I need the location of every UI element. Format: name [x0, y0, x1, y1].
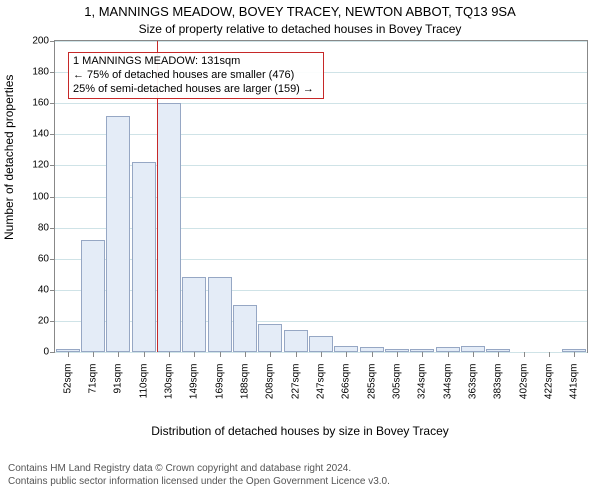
- footer-line-2: Contains public sector information licen…: [8, 475, 390, 488]
- ytick-label: 80: [38, 222, 49, 233]
- xtick-mark: [93, 352, 94, 357]
- xtick-mark: [321, 352, 322, 357]
- bar: [81, 240, 105, 352]
- ytick-mark: [50, 41, 55, 42]
- xtick-mark: [194, 352, 195, 357]
- xtick-mark: [118, 352, 119, 357]
- gridline: [55, 103, 587, 104]
- xtick-mark: [169, 352, 170, 357]
- xtick-mark: [270, 352, 271, 357]
- ytick-label: 40: [38, 284, 49, 295]
- xtick-label: 285sqm: [366, 364, 377, 400]
- chart-title: 1, MANNINGS MEADOW, BOVEY TRACEY, NEWTON…: [0, 4, 600, 19]
- xtick-label: 52sqm: [62, 364, 73, 394]
- ytick-label: 60: [38, 253, 49, 264]
- ytick-mark: [50, 290, 55, 291]
- ytick-label: 0: [43, 347, 49, 358]
- bar: [284, 330, 308, 352]
- ytick-label: 200: [32, 36, 49, 47]
- xtick-label: 305sqm: [392, 364, 403, 400]
- ytick-mark: [50, 165, 55, 166]
- bar: [233, 305, 257, 352]
- ytick-mark: [50, 352, 55, 353]
- xtick-mark: [397, 352, 398, 357]
- attribution-footer: Contains HM Land Registry data © Crown c…: [8, 462, 390, 488]
- annotation-box: 1 MANNINGS MEADOW: 131sqm ← 75% of detac…: [68, 52, 324, 99]
- xtick-label: 130sqm: [164, 364, 175, 400]
- xtick-label: 71sqm: [88, 364, 99, 394]
- footer-line-1: Contains HM Land Registry data © Crown c…: [8, 462, 390, 475]
- gridline: [55, 41, 587, 42]
- xtick-mark: [245, 352, 246, 357]
- xtick-label: 110sqm: [138, 364, 149, 399]
- xtick-label: 402sqm: [518, 364, 529, 400]
- xtick-label: 422sqm: [544, 364, 555, 400]
- xtick-label: 208sqm: [265, 364, 276, 400]
- x-axis-label: Distribution of detached houses by size …: [0, 424, 600, 438]
- xtick-mark: [498, 352, 499, 357]
- xtick-mark: [68, 352, 69, 357]
- xtick-mark: [220, 352, 221, 357]
- xtick-mark: [448, 352, 449, 357]
- bar: [208, 277, 232, 352]
- bar: [132, 162, 156, 352]
- ytick-label: 180: [32, 67, 49, 78]
- bar: [157, 103, 181, 352]
- ytick-mark: [50, 321, 55, 322]
- xtick-mark: [549, 352, 550, 357]
- bar: [182, 277, 206, 352]
- xtick-mark: [144, 352, 145, 357]
- annotation-line-1: 1 MANNINGS MEADOW: 131sqm: [73, 55, 319, 69]
- xtick-label: 383sqm: [493, 364, 504, 400]
- xtick-label: 169sqm: [214, 364, 225, 400]
- xtick-mark: [296, 352, 297, 357]
- xtick-mark: [524, 352, 525, 357]
- ytick-mark: [50, 259, 55, 260]
- y-axis-label: Number of detached properties: [2, 75, 16, 240]
- xtick-label: 91sqm: [113, 364, 124, 394]
- bar: [106, 116, 130, 352]
- xtick-label: 363sqm: [468, 364, 479, 400]
- xtick-mark: [422, 352, 423, 357]
- ytick-mark: [50, 72, 55, 73]
- xtick-label: 344sqm: [442, 364, 453, 400]
- xtick-label: 188sqm: [240, 364, 251, 400]
- ytick-label: 140: [32, 129, 49, 140]
- annotation-line-2: ← 75% of detached houses are smaller (47…: [73, 69, 319, 83]
- xtick-mark: [473, 352, 474, 357]
- bar: [258, 324, 282, 352]
- ytick-label: 120: [32, 160, 49, 171]
- xtick-label: 266sqm: [341, 364, 352, 400]
- annotation-line-3: 25% of semi-detached houses are larger (…: [73, 83, 319, 97]
- ytick-mark: [50, 197, 55, 198]
- xtick-label: 247sqm: [316, 364, 327, 400]
- xtick-mark: [574, 352, 575, 357]
- ytick-mark: [50, 103, 55, 104]
- xtick-label: 149sqm: [189, 364, 200, 400]
- gridline: [55, 134, 587, 135]
- ytick-label: 100: [32, 191, 49, 202]
- bar: [309, 336, 333, 352]
- xtick-label: 441sqm: [569, 364, 580, 400]
- ytick-label: 160: [32, 98, 49, 109]
- chart-subtitle: Size of property relative to detached ho…: [0, 22, 600, 36]
- ytick-mark: [50, 228, 55, 229]
- xtick-label: 324sqm: [417, 364, 428, 400]
- xtick-mark: [346, 352, 347, 357]
- ytick-mark: [50, 134, 55, 135]
- xtick-label: 227sqm: [290, 364, 301, 400]
- xtick-mark: [372, 352, 373, 357]
- ytick-label: 20: [38, 315, 49, 326]
